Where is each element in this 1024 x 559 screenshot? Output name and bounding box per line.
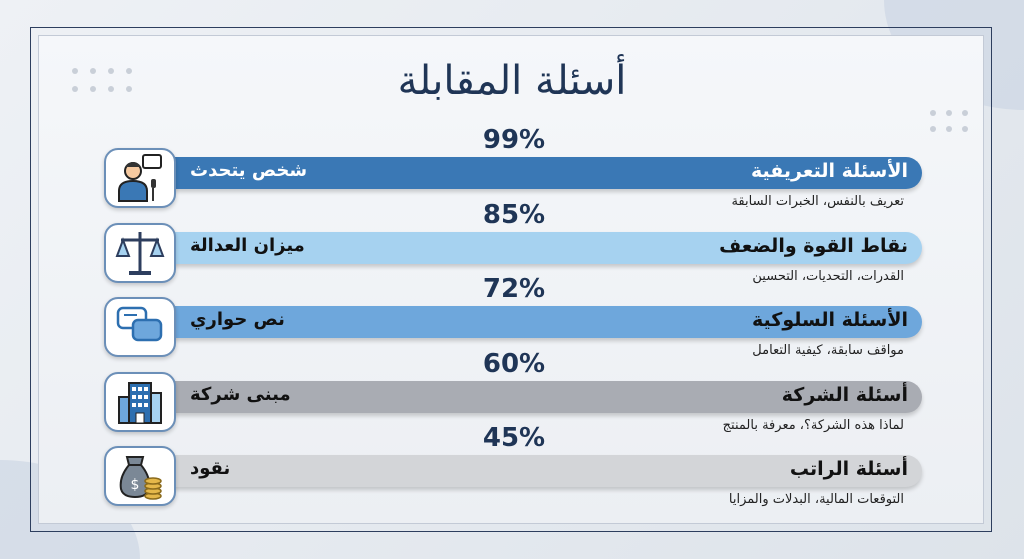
category-subtitle: لماذا هذه الشركة؟، معرفة بالمنتج [722,417,904,433]
decor-dot [930,126,936,132]
decor-dot [90,68,96,74]
category-bar: الأسئلة السلوكية نص حواري [150,306,922,338]
decor-dot [126,68,132,74]
outer-frame [30,27,992,532]
category-subtitle: التوقعات المالية، البدلات والمزايا [728,492,904,507]
category-title: أسئلة الراتب [789,458,908,480]
panel [38,35,984,524]
category-title: نقاط القوة والضعف [719,234,908,257]
category-subtitle: مواقف سابقة، كيفية التعامل [752,343,904,358]
decor-dot [962,110,968,116]
decor-dot [930,110,936,116]
category-bar: أسئلة الشركة مبنى شركة [150,380,922,413]
office-building-icon [104,371,176,432]
decor-dot [108,68,114,74]
category-title: أسئلة الشركة [781,383,908,406]
category-title: الأسئلة السلوكية [752,309,908,331]
percent-label: 45% [482,423,546,453]
page-title: أسئلة المقابلة [397,58,627,104]
icon-keyword: ميزان العدالة [190,234,305,256]
decor-dot [108,86,114,92]
icon-keyword: نقود [190,458,231,479]
percent-label: 60% [482,348,546,379]
decor-dot [946,126,952,132]
icon-keyword: شخص يتحدث [190,160,308,181]
decor-dot [72,86,78,92]
scales-icon [104,222,176,283]
percent-label: 99% [482,125,546,155]
category-subtitle: تعريف بالنفس، الخبرات السابقة [731,194,904,209]
decor-dot [72,68,78,74]
category-bar: الأسئلة التعريفية شخص يتحدث [150,157,922,189]
money-bag-icon: $ [104,446,176,506]
percent-label: 72% [482,274,546,304]
category-subtitle: القدرات، التحديات، التحسين [752,268,904,284]
svg-text:$: $ [131,477,140,493]
decor-dot [946,110,952,116]
decor-dot [962,126,968,132]
person-speaking-icon [104,148,176,208]
category-bar: أسئلة الراتب نقود [150,455,922,487]
decor-dot [90,86,96,92]
icon-keyword: نص حواري [190,309,285,330]
icon-keyword: مبنى شركة [190,383,291,405]
percent-label: 85% [482,199,546,230]
category-bar: نقاط القوة والضعف ميزان العدالة [150,231,922,264]
category-title: الأسئلة التعريفية [750,160,908,182]
decor-dot [126,86,132,92]
chat-bubbles-icon [104,297,176,357]
